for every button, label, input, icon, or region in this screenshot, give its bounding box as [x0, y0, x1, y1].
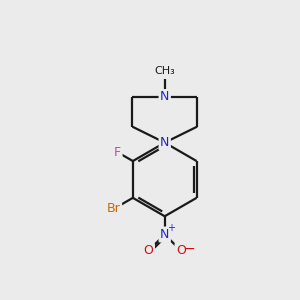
Text: Br: Br	[107, 202, 121, 215]
Text: −: −	[184, 242, 196, 256]
Text: F: F	[114, 146, 121, 159]
Text: +: +	[167, 223, 175, 233]
Text: O: O	[144, 244, 154, 257]
Text: O: O	[176, 244, 186, 257]
Text: CH₃: CH₃	[154, 66, 175, 76]
Text: N: N	[160, 91, 169, 103]
Text: N: N	[160, 228, 169, 241]
Text: N: N	[160, 136, 169, 149]
